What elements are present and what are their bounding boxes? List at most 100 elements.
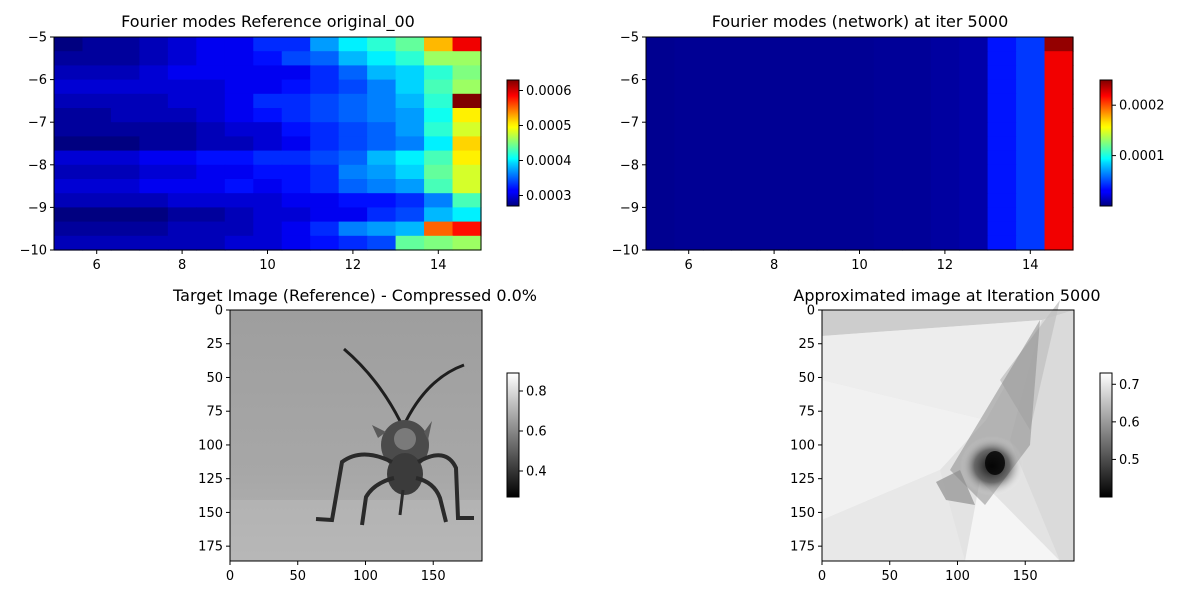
heatmap-cell [902, 93, 932, 109]
heatmap-cell [873, 122, 903, 137]
x-tick-label: 8 [770, 258, 778, 273]
heatmap-cell [873, 51, 903, 66]
heatmap-cell [424, 122, 454, 137]
heatmap-cell [310, 51, 340, 66]
heatmap-cell [424, 136, 454, 152]
heatmap-cell [987, 65, 1017, 81]
heatmap-cell [646, 65, 676, 81]
heatmap-cell [816, 164, 846, 180]
heatmap-cell [139, 179, 169, 194]
heatmap-cell [196, 136, 226, 152]
y-tick-label: 75 [206, 405, 223, 420]
heatmap-cell [424, 235, 454, 251]
heatmap-cell [196, 93, 226, 109]
heatmap-cell [1016, 207, 1046, 223]
heatmap-cell [167, 221, 197, 237]
heatmap-cell [845, 235, 875, 251]
heatmap-cell [196, 122, 226, 137]
heatmap-cell [873, 193, 903, 208]
heatmap-cell [731, 108, 761, 123]
heatmap-cell [54, 207, 84, 223]
heatmap-cell [253, 235, 283, 251]
heatmap-cell [395, 193, 425, 208]
y-tick-label: −10 [20, 244, 47, 259]
heatmap-cell [338, 136, 368, 152]
heatmap-cell [845, 207, 875, 223]
heatmap-cell [959, 221, 989, 237]
heatmap-cell [452, 221, 482, 237]
heatmap-cell [759, 37, 789, 52]
heatmap-cell [139, 221, 169, 237]
colorbar-tick-label: 0.5 [1119, 453, 1140, 468]
heatmap-cell [1016, 221, 1046, 237]
heatmap-cell [959, 136, 989, 152]
heatmap-cell [253, 65, 283, 81]
heatmap-cell [845, 37, 875, 52]
heatmap-cell [1016, 79, 1046, 95]
heatmap-cell [167, 179, 197, 194]
heatmap-cell [167, 93, 197, 109]
heatmap-cell [54, 150, 84, 166]
heatmap-cell [1016, 193, 1046, 208]
heatmap-cell [310, 164, 340, 180]
heatmap-cell [930, 150, 960, 166]
heatmap-cell [224, 179, 254, 194]
heatmap-cell [959, 150, 989, 166]
x-tick-label: 150 [421, 569, 446, 584]
heatmap-cell [702, 179, 732, 194]
heatmap-cell [310, 179, 340, 194]
heatmap-cell [788, 51, 818, 66]
heatmap-cell [338, 51, 368, 66]
heatmap-cell [196, 150, 226, 166]
heatmap-cell [196, 221, 226, 237]
plot-frame [229, 309, 483, 562]
heatmap-cell [54, 235, 84, 251]
heatmap-cell [702, 108, 732, 123]
heatmap-cell [82, 122, 112, 137]
heatmap-cell [873, 235, 903, 251]
heatmap-cell [1016, 164, 1046, 180]
heatmap-cell [54, 93, 84, 109]
heatmap-cell [759, 108, 789, 123]
heatmap-cell [702, 235, 732, 251]
heatmap-cell [110, 179, 140, 194]
heatmap-cell [902, 193, 932, 208]
x-tick-label: 14 [1022, 258, 1039, 273]
heatmap-cell [54, 65, 84, 81]
heatmap-cell [902, 150, 932, 166]
heatmap-cell [987, 51, 1017, 66]
heatmap-cell [702, 164, 732, 180]
colorbar-tick-label: 0.6 [526, 425, 547, 440]
heatmap-cell [196, 108, 226, 123]
heatmap-cell [1044, 179, 1074, 194]
heatmap-cell [82, 136, 112, 152]
heatmap-cell [167, 51, 197, 66]
heatmap-cell [987, 108, 1017, 123]
heatmap-cell [110, 108, 140, 123]
heatmap-cell [646, 164, 676, 180]
y-tick-label: 175 [790, 540, 815, 555]
heatmap-cell [367, 207, 397, 223]
heatmap-cell [196, 207, 226, 223]
heatmap-cell [139, 164, 169, 180]
heatmap-cell [82, 37, 112, 52]
heatmap-cell [395, 136, 425, 152]
heatmap-cell [646, 37, 676, 52]
heatmap-cell [731, 93, 761, 109]
heatmap-cell [281, 37, 311, 52]
chart-title: Approximated image at Iteration 5000 [793, 286, 1100, 305]
heatmap-cell [731, 136, 761, 152]
heatmap-cell [281, 136, 311, 152]
heatmap-cell [367, 136, 397, 152]
colorbar-ticks: 0.5 0.6 0.7 [1112, 378, 1140, 468]
y-tick-label: 125 [790, 472, 815, 487]
heatmap-cell [395, 37, 425, 52]
heatmap-cell [788, 136, 818, 152]
heatmap-cell [196, 79, 226, 95]
heatmap-cell [82, 164, 112, 180]
heatmap-cell [338, 65, 368, 81]
heatmap-cell [452, 51, 482, 66]
heatmap-cell [987, 221, 1017, 237]
approximated-image [822, 300, 1074, 561]
heatmap-cell [281, 93, 311, 109]
